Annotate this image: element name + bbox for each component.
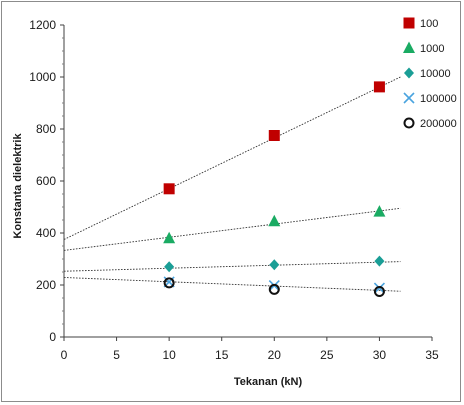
y-axis-title: Konstanta dielektrik — [12, 133, 24, 239]
data-point-100 — [163, 183, 175, 195]
legend-label-200000: 200000 — [420, 118, 457, 130]
x-tick-label: 10 — [162, 348, 176, 362]
data-point-100 — [373, 81, 385, 93]
x-tick-label: 5 — [113, 348, 120, 362]
data-point-1000 — [373, 205, 386, 217]
legend-marker-100000 — [403, 92, 415, 104]
data-point-1000 — [163, 231, 176, 244]
legend-marker-200000 — [403, 117, 415, 129]
legend-label-1000: 1000 — [420, 43, 444, 55]
axes: 0 200 400 600 800 1000 1200 0 5 10 15 20 25 30 35 — [29, 18, 439, 362]
data-point-1000 — [268, 214, 281, 227]
y-tick-label: 600 — [36, 174, 56, 188]
data-point-10000 — [374, 255, 385, 267]
data-point-10000 — [164, 261, 175, 273]
y-tick-label: 400 — [36, 226, 56, 240]
legend-marker-100 — [403, 17, 415, 29]
x-tick-label: 20 — [268, 348, 282, 362]
trend-line-1000 — [63, 207, 401, 251]
data-point-200000 — [163, 277, 175, 289]
x-axis-title: Tekanan (kN) — [234, 376, 303, 388]
data-point-10000 — [269, 259, 280, 271]
data-markers — [163, 81, 386, 297]
legend-label-10000: 10000 — [420, 68, 451, 80]
data-point-200000 — [268, 283, 280, 295]
data-point-200000 — [373, 286, 385, 297]
x-tick-label: 0 — [61, 348, 68, 362]
y-tick-label: 200 — [36, 278, 56, 292]
data-point-100 — [268, 130, 280, 141]
legend-marker-1000 — [403, 41, 415, 53]
y-tick-label: 0 — [49, 330, 56, 344]
y-tick-label: 1000 — [29, 70, 56, 84]
x-tick-label: 35 — [425, 348, 439, 362]
x-tick-label: 25 — [320, 348, 334, 362]
x-tick-label: 15 — [215, 348, 229, 362]
y-tick-label: 800 — [36, 122, 56, 136]
y-tick-label: 1200 — [29, 18, 56, 32]
x-tick-label: 30 — [373, 348, 387, 362]
trend-line-10000 — [63, 261, 401, 272]
trend-lines — [63, 76, 401, 292]
legend-label-100: 100 — [420, 18, 438, 30]
trend-line-100000 — [63, 277, 401, 292]
legend-marker-10000 — [404, 67, 414, 79]
legend: 100 1000 10000 100000 200000 — [403, 17, 457, 130]
legend-label-100000: 100000 — [420, 93, 457, 105]
trend-line-100 — [63, 76, 401, 240]
data-point-100000 — [373, 282, 385, 294]
